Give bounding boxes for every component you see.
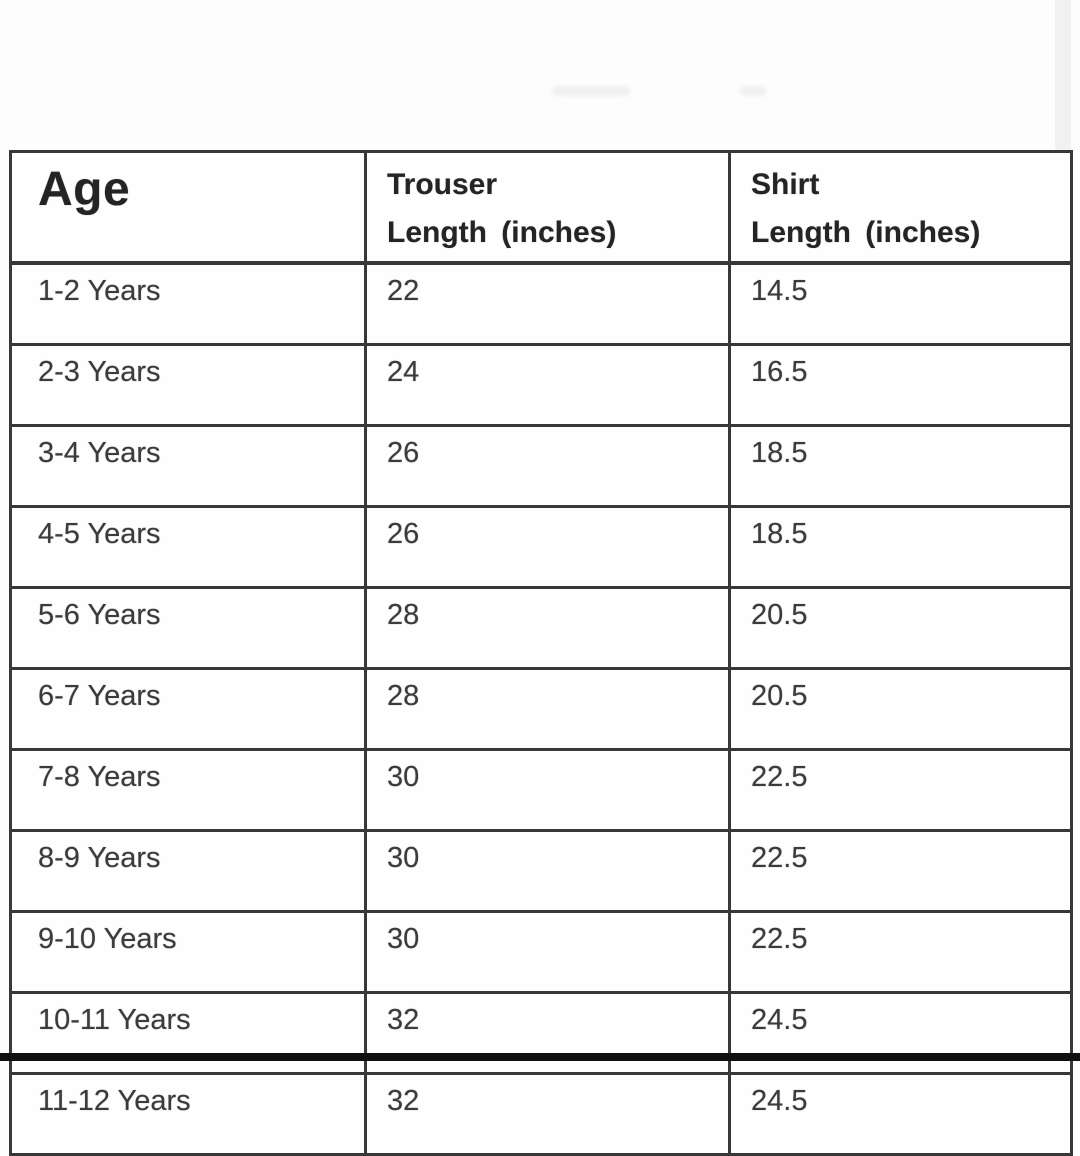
header-row: Age Trouser Length (inches) Shirt Length… (9, 150, 1073, 265)
table-row: 7-8 Years 30 22.5 (9, 748, 1073, 832)
trouser-length-cell: 24 (364, 343, 731, 427)
header-trouser-line2: Length (inches) (387, 216, 617, 249)
trouser-length-cell: 28 (364, 586, 731, 670)
shirt-length-cell: 18.5 (728, 424, 1073, 508)
table-row: 11-12 Years 32 24.5 (9, 1072, 1073, 1156)
header-shirt-line1: Shirt (751, 168, 820, 201)
shirt-length-cell: 20.5 (728, 586, 1073, 670)
table-row: 9-10 Years 30 22.5 (9, 910, 1073, 994)
table-row: 10-11 Years 32 24.5 (9, 991, 1073, 1075)
table-row: 8-9 Years 30 22.5 (9, 829, 1073, 913)
trouser-length-cell: 22 (364, 261, 731, 346)
age-cell: 1-2 Years (9, 261, 367, 346)
age-cell: 2-3 Years (9, 343, 367, 427)
header-shirt-length: Shirt Length (inches) (728, 150, 1073, 265)
table-row: 6-7 Years 28 20.5 (9, 667, 1073, 751)
jpeg-artifact-streak (1055, 0, 1071, 152)
header-age: Age (9, 150, 367, 265)
jpeg-artifact-smudge (740, 86, 766, 96)
table-row: 2-3 Years 24 16.5 (9, 343, 1073, 427)
header-shirt-line2: Length (inches) (751, 216, 981, 249)
table-row: 5-6 Years 28 20.5 (9, 586, 1073, 670)
age-cell: 7-8 Years (9, 748, 367, 832)
trouser-length-cell: 26 (364, 424, 731, 508)
header-trouser-length: Trouser Length (inches) (364, 150, 731, 265)
shirt-length-cell: 16.5 (728, 343, 1073, 427)
table-row: 3-4 Years 26 18.5 (9, 424, 1073, 508)
header-age-label: Age (38, 163, 131, 216)
trouser-length-cell: 30 (364, 910, 731, 994)
trouser-length-cell: 30 (364, 748, 731, 832)
shirt-length-cell: 22.5 (728, 748, 1073, 832)
shirt-length-cell: 22.5 (728, 910, 1073, 994)
trouser-length-cell: 32 (364, 1072, 731, 1156)
age-cell: 9-10 Years (9, 910, 367, 994)
trouser-length-cell: 30 (364, 829, 731, 913)
age-cell: 8-9 Years (9, 829, 367, 913)
size-chart-table: Age Trouser Length (inches) Shirt Length… (9, 150, 1073, 1156)
table-row: 1-2 Years 22 14.5 (9, 261, 1073, 346)
shirt-length-cell: 14.5 (728, 261, 1073, 346)
age-cell: 3-4 Years (9, 424, 367, 508)
age-cell: 5-6 Years (9, 586, 367, 670)
trouser-length-cell: 32 (364, 991, 731, 1075)
shirt-length-cell: 24.5 (728, 1072, 1073, 1156)
shirt-length-cell: 24.5 (728, 991, 1073, 1075)
header-trouser-line1: Trouser (387, 168, 498, 201)
age-cell: 4-5 Years (9, 505, 367, 589)
trouser-length-cell: 26 (364, 505, 731, 589)
trouser-length-cell: 28 (364, 667, 731, 751)
shirt-length-cell: 22.5 (728, 829, 1073, 913)
jpeg-artifact-smudge (552, 86, 630, 96)
shirt-length-cell: 18.5 (728, 505, 1073, 589)
shirt-length-cell: 20.5 (728, 667, 1073, 751)
age-cell: 6-7 Years (9, 667, 367, 751)
table-row: 4-5 Years 26 18.5 (9, 505, 1073, 589)
table-body: 1-2 Years 22 14.5 2-3 Years 24 16.5 3-4 … (9, 261, 1073, 1156)
bottom-black-bar (0, 1053, 1080, 1061)
age-cell: 11-12 Years (9, 1072, 367, 1156)
age-cell: 10-11 Years (9, 991, 367, 1075)
